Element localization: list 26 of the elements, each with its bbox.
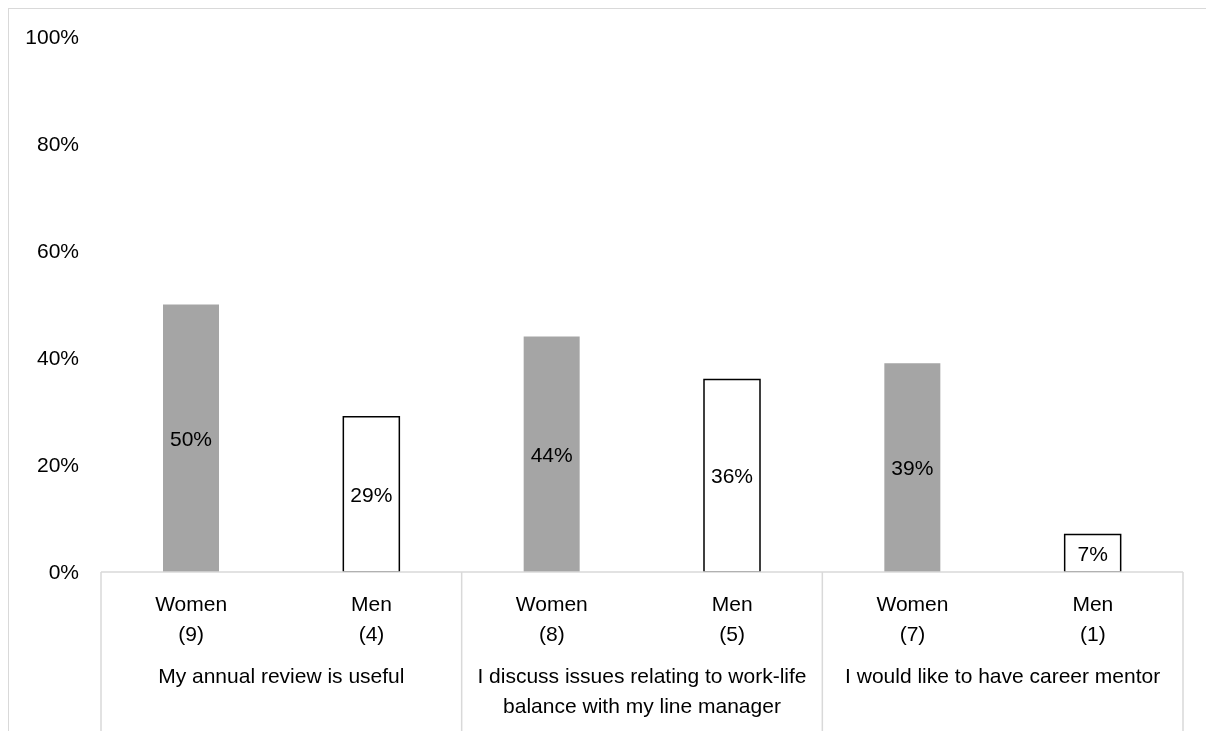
bar	[884, 363, 941, 572]
data-label: 50%	[169, 426, 213, 450]
bar	[523, 336, 580, 572]
data-label: 44%	[530, 442, 573, 466]
y-tick-label: 100%	[25, 25, 79, 49]
x-tick-label: Women (8)	[515, 591, 588, 645]
y-tick-label: 40%	[36, 346, 79, 370]
y-tick-label: 80%	[36, 132, 79, 156]
data-label: 39%	[891, 456, 934, 480]
x-tick-label: Women (9)	[155, 591, 228, 645]
x-tick-label: Women (7)	[876, 591, 949, 645]
bar	[342, 416, 401, 572]
y-tick-label: 20%	[36, 453, 79, 477]
x-tick-label: Men (4)	[351, 591, 392, 645]
data-label: 7%	[1077, 541, 1108, 565]
text: My annual review is useful	[157, 663, 406, 689]
text: I discuss issues relating to work-life balance with my line manager	[476, 663, 808, 719]
x-tick-label: Men (5)	[711, 591, 753, 645]
text: I would like to have career mentor	[844, 663, 1162, 689]
x-tick-label: Men (1)	[1072, 591, 1114, 645]
data-label: 29%	[350, 482, 393, 506]
data-label: 36%	[710, 464, 754, 488]
y-tick-label: 0%	[48, 560, 79, 584]
bar	[163, 304, 219, 572]
y-tick-label: 60%	[36, 239, 79, 263]
bar	[703, 378, 761, 572]
